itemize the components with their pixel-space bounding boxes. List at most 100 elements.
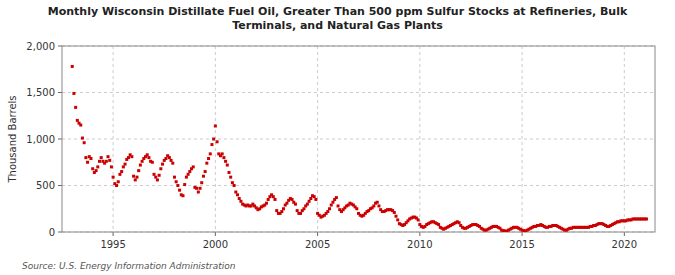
x-tick bbox=[522, 232, 523, 236]
point bbox=[272, 195, 275, 198]
point bbox=[71, 65, 74, 68]
point bbox=[110, 165, 113, 168]
point bbox=[81, 137, 84, 140]
x-tick bbox=[419, 232, 420, 236]
x-tick bbox=[113, 232, 114, 236]
point bbox=[377, 204, 380, 207]
point bbox=[178, 189, 181, 192]
point bbox=[176, 184, 179, 187]
y-axis-label: Thousand Barrels bbox=[7, 95, 18, 183]
x-tick-label: 2020 bbox=[612, 239, 637, 250]
point bbox=[115, 184, 118, 187]
point bbox=[205, 162, 208, 165]
grid bbox=[62, 46, 655, 232]
point bbox=[236, 193, 239, 196]
point bbox=[202, 175, 205, 178]
y-tick-label: 1,500 bbox=[26, 87, 55, 98]
point bbox=[394, 215, 397, 218]
point bbox=[139, 164, 142, 167]
point bbox=[228, 171, 231, 174]
point bbox=[132, 175, 135, 178]
x-tick bbox=[317, 232, 318, 236]
point bbox=[120, 170, 123, 173]
point bbox=[146, 153, 149, 156]
point bbox=[187, 173, 190, 176]
x-tick-label: 2010 bbox=[407, 239, 432, 250]
point bbox=[231, 181, 234, 184]
point bbox=[330, 204, 333, 207]
point bbox=[376, 201, 379, 204]
y-tick bbox=[58, 232, 62, 233]
y-grid-line bbox=[62, 139, 655, 140]
point bbox=[154, 176, 157, 179]
point bbox=[168, 156, 171, 159]
point bbox=[224, 160, 227, 163]
point bbox=[188, 170, 191, 173]
point bbox=[185, 176, 188, 179]
source-note: Source: U.S. Energy Information Administ… bbox=[22, 261, 236, 271]
title: Monthly Wisconsin Distillate Fuel Oil, G… bbox=[48, 5, 628, 32]
point bbox=[267, 198, 270, 201]
point bbox=[331, 201, 334, 204]
point bbox=[204, 170, 207, 173]
point bbox=[275, 209, 278, 212]
point bbox=[96, 165, 99, 168]
y-grid-line bbox=[62, 92, 655, 93]
point bbox=[280, 210, 283, 213]
point bbox=[147, 156, 150, 159]
point bbox=[313, 195, 316, 198]
point bbox=[265, 202, 268, 205]
point bbox=[417, 218, 420, 221]
y-tick-label: 0 bbox=[49, 227, 55, 238]
points bbox=[71, 65, 648, 232]
point bbox=[645, 217, 648, 220]
point bbox=[108, 159, 111, 162]
point bbox=[141, 160, 144, 163]
point bbox=[222, 156, 225, 159]
x-tick-label: 1995 bbox=[100, 239, 125, 250]
point bbox=[105, 160, 108, 163]
point bbox=[226, 164, 229, 167]
point bbox=[355, 207, 358, 210]
point bbox=[86, 161, 89, 164]
point bbox=[124, 163, 127, 166]
point bbox=[274, 198, 277, 201]
point bbox=[285, 202, 288, 205]
point bbox=[199, 187, 202, 190]
y-tick bbox=[58, 185, 62, 186]
point bbox=[372, 204, 375, 207]
point bbox=[127, 156, 130, 159]
point bbox=[309, 197, 312, 200]
point bbox=[175, 180, 178, 183]
point bbox=[291, 198, 294, 201]
y-tick-label: 1,000 bbox=[26, 134, 55, 145]
point bbox=[170, 159, 173, 162]
point bbox=[183, 183, 186, 186]
point bbox=[171, 162, 174, 165]
point bbox=[207, 157, 210, 160]
point bbox=[195, 187, 198, 190]
point bbox=[294, 203, 297, 206]
point bbox=[158, 174, 161, 177]
point bbox=[135, 176, 138, 179]
point bbox=[302, 207, 305, 210]
point bbox=[212, 138, 215, 141]
point bbox=[118, 173, 121, 176]
y-tick bbox=[58, 139, 62, 140]
point bbox=[200, 181, 203, 184]
point bbox=[173, 176, 176, 179]
point bbox=[137, 169, 140, 172]
x-tick-label: 2005 bbox=[305, 239, 330, 250]
point bbox=[234, 191, 237, 194]
point bbox=[197, 191, 200, 194]
point bbox=[306, 203, 309, 206]
point bbox=[337, 204, 340, 207]
point bbox=[98, 160, 101, 163]
point bbox=[76, 119, 79, 122]
point bbox=[296, 209, 299, 212]
point bbox=[335, 196, 338, 199]
point bbox=[153, 173, 156, 176]
point bbox=[112, 176, 115, 179]
chart: Monthly Wisconsin Distillate Fuel Oil, G… bbox=[0, 0, 675, 275]
point bbox=[216, 140, 219, 143]
